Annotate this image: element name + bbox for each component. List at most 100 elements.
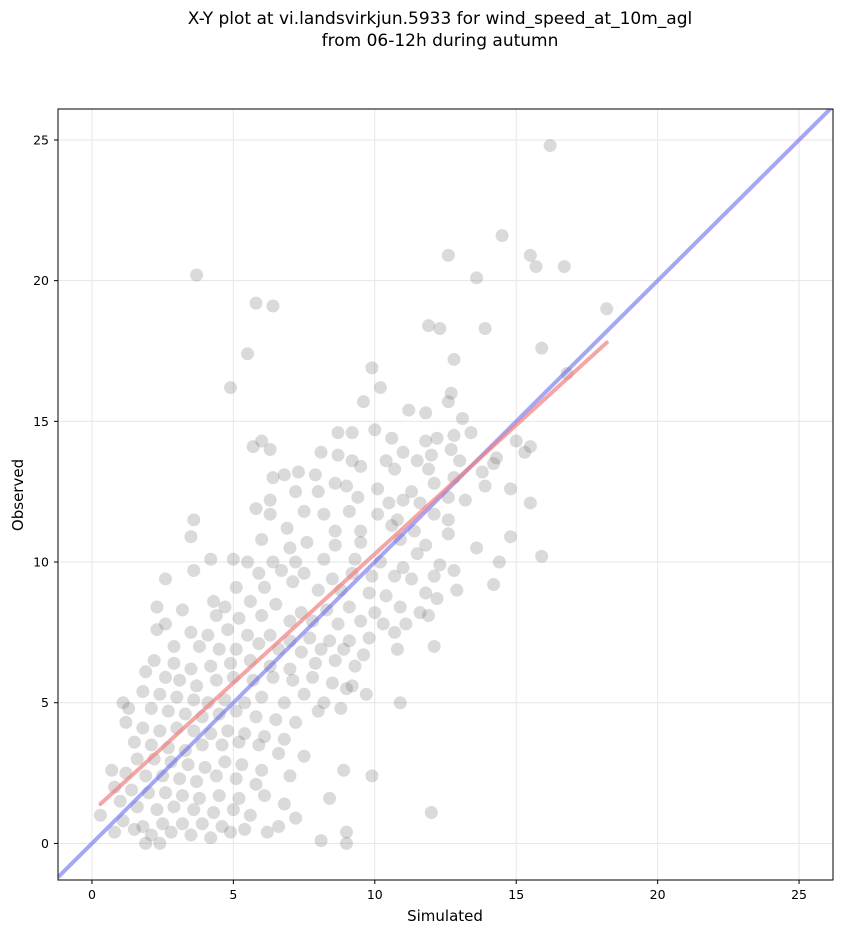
scatter-point	[212, 789, 226, 803]
scatter-point	[192, 791, 206, 805]
scatter-point	[385, 431, 399, 445]
scatter-point	[226, 803, 240, 817]
scatter-point	[277, 696, 291, 710]
scatter-point	[487, 457, 501, 471]
scatter-point	[487, 578, 501, 592]
scatter-point	[351, 490, 365, 504]
scatter-point	[365, 361, 379, 375]
scatter-point	[280, 521, 294, 535]
scatter-point	[297, 749, 311, 763]
scatter-point	[325, 676, 339, 690]
scatter-point	[255, 763, 269, 777]
scatter-point	[385, 518, 399, 532]
scatter-point	[410, 454, 424, 468]
scatter-point	[342, 504, 356, 518]
scatter-point	[458, 493, 472, 507]
scatter-point	[116, 696, 130, 710]
scatter-point	[362, 586, 376, 600]
scatter-point	[277, 468, 291, 482]
scatter-point	[529, 260, 543, 274]
x-tick-label: 25	[791, 887, 807, 902]
scatter-point	[252, 637, 266, 651]
scatter-point	[453, 454, 467, 468]
scatter-point	[289, 485, 303, 499]
scatter-point	[249, 777, 263, 791]
scatter-point	[441, 513, 455, 527]
scatter-point	[390, 513, 404, 527]
scatter-point	[368, 606, 382, 620]
scatter-point	[323, 791, 337, 805]
scatter-point	[221, 724, 235, 738]
scatter-point	[354, 524, 368, 538]
scatter-point	[283, 769, 297, 783]
scatter-point	[105, 763, 119, 777]
scatter-point	[410, 547, 424, 561]
y-tick-label: 25	[33, 132, 49, 147]
scatter-point	[382, 496, 396, 510]
scatter-point	[340, 479, 354, 493]
scatter-point	[139, 836, 153, 850]
scatter-point	[430, 592, 444, 606]
scatter-point	[314, 834, 328, 848]
scatter-point	[405, 572, 419, 586]
scatter-point	[365, 569, 379, 583]
scatter-point	[263, 628, 277, 642]
scatter-point	[464, 426, 478, 440]
scatter-point	[419, 406, 433, 420]
scatter-point	[195, 738, 209, 752]
chart-title: X-Y plot at vi.landsvirkjun.5933 for win…	[0, 8, 843, 52]
scatter-point	[396, 445, 410, 459]
scatter-point	[314, 445, 328, 459]
scatter-point	[266, 555, 280, 569]
scatter-point	[399, 617, 413, 631]
axis-ticks: 0 5 10 15 20 25 0 5 10 15 20 25	[33, 132, 807, 902]
scatter-point	[413, 496, 427, 510]
scatter-point	[249, 502, 263, 516]
scatter-point	[257, 729, 271, 743]
scatter-point	[441, 527, 455, 541]
scatter-point	[232, 791, 246, 805]
scatter-point	[246, 440, 260, 454]
scatter-point	[238, 696, 252, 710]
scatter-point	[252, 738, 266, 752]
scatter-point	[379, 589, 393, 603]
scatter-point	[232, 611, 246, 625]
scatter-point	[192, 639, 206, 653]
scatter-point	[354, 459, 368, 473]
scatter-point	[348, 552, 362, 566]
scatter-point	[130, 752, 144, 766]
scatter-point	[489, 451, 503, 465]
scatter-point	[422, 608, 436, 622]
scatter-point	[289, 715, 303, 729]
scatter-point	[249, 710, 263, 724]
scatter-point	[241, 555, 255, 569]
scatter-point	[136, 721, 150, 735]
plot-frame	[57, 108, 834, 881]
scatter-point	[345, 426, 359, 440]
scatter-point	[433, 321, 447, 335]
scatter-point	[272, 820, 286, 834]
scatter-point	[470, 541, 484, 555]
scatter-point	[317, 552, 331, 566]
scatter-point	[283, 614, 297, 628]
scatter-point	[427, 476, 441, 490]
scatter-point	[204, 831, 218, 845]
scatter-point	[294, 645, 308, 659]
scatter-point	[419, 586, 433, 600]
scatter-point	[218, 600, 232, 614]
scatter-point	[356, 395, 370, 409]
scatter-point	[224, 825, 238, 839]
scatter-point	[478, 321, 492, 335]
scatter-point	[266, 471, 280, 485]
scatter-point	[266, 299, 280, 313]
y-tick-label: 5	[41, 695, 49, 710]
scatter-point	[419, 538, 433, 552]
scatter-point	[190, 679, 204, 693]
scatter-point	[424, 448, 438, 462]
x-tick-label: 20	[650, 887, 666, 902]
scatter-point	[356, 648, 370, 662]
scatter-point	[340, 825, 354, 839]
scatter-point	[274, 563, 288, 577]
scatter-point	[340, 836, 354, 850]
scatter-point	[371, 482, 385, 496]
